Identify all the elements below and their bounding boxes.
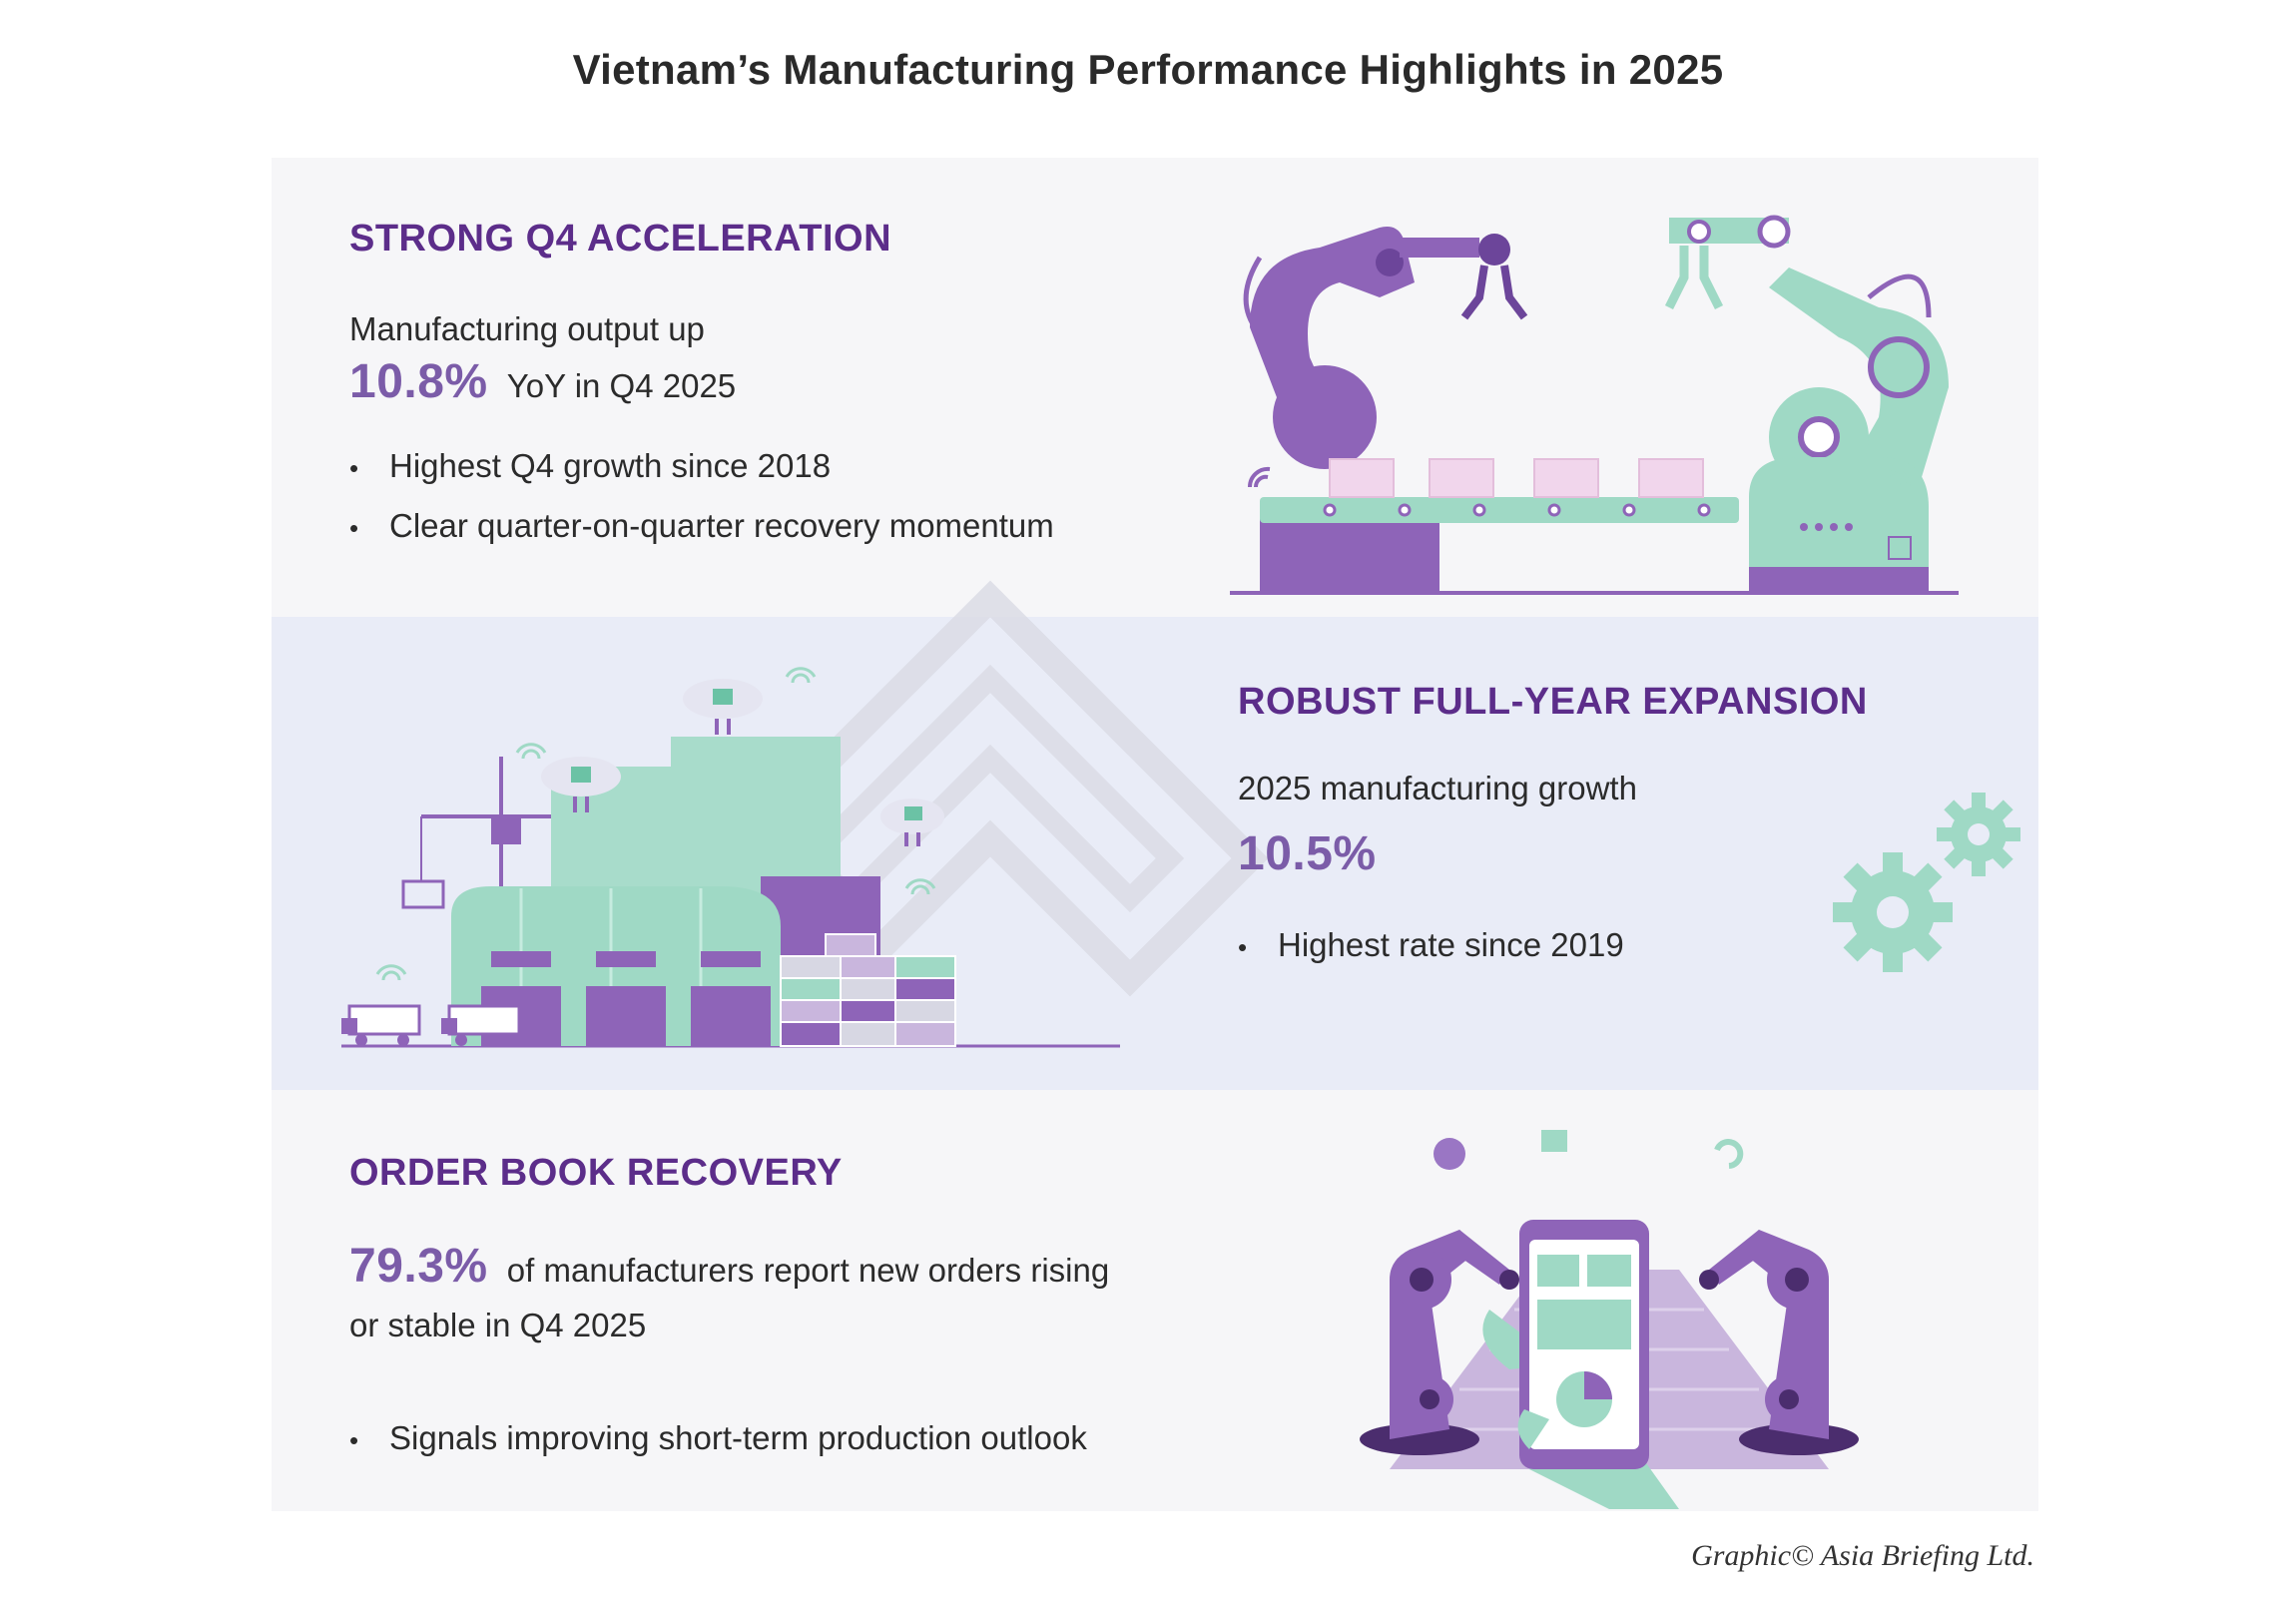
key-figure: 10.5%: [1238, 827, 1377, 880]
page-title: Vietnam’s Manufacturing Performance High…: [572, 46, 1724, 93]
section-lead: Manufacturing output up: [349, 310, 705, 347]
bullet-item: • Highest Q4 growth since 2018: [349, 447, 832, 484]
bullet-text: Highest rate since 2019: [1278, 926, 1624, 963]
bullet-item: • Signals improving short-term production…: [349, 1419, 1087, 1456]
figure-suffix-line2: or stable in Q4 2025: [349, 1307, 647, 1343]
figure-suffix: of manufacturers report new orders risin…: [506, 1252, 1110, 1289]
key-figure: 10.8%: [349, 355, 488, 408]
bullet-text: Clear quarter-on-quarter recovery moment…: [389, 507, 1054, 544]
smartphone-robot-arms-icon: [1360, 1130, 1859, 1509]
section-order-book-recovery: ORDER BOOK RECOVERY 79.3% of manufacture…: [272, 1090, 2038, 1511]
figure-line: 79.3% of manufacturers report new orders…: [349, 1238, 1109, 1296]
key-figure: 79.3%: [349, 1240, 488, 1293]
bullet-text: Signals improving short-term production …: [389, 1419, 1087, 1456]
section-full-year-expansion: ROBUST FULL-YEAR EXPANSION 2025 manufact…: [272, 580, 2038, 1090]
section-heading: ROBUST FULL-YEAR EXPANSION: [1238, 681, 1868, 723]
figure-line: 10.8% YoY in Q4 2025: [349, 353, 736, 411]
bullet-item: • Clear quarter-on-quarter recovery momen…: [349, 507, 1054, 544]
bullet-text: Highest Q4 growth since 2018: [389, 447, 832, 484]
figure-suffix: YoY in Q4 2025: [506, 367, 737, 404]
section-lead: 2025 manufacturing growth: [1238, 770, 1637, 806]
gears-icon: [1833, 793, 2020, 972]
factory-warehouse-icon: [341, 667, 1120, 1048]
section-heading: STRONG Q4 ACCELERATION: [349, 218, 892, 260]
robot-arms-conveyor-icon: [1230, 215, 1959, 595]
credit-text: Graphic© Asia Briefing Ltd.: [1691, 1539, 2034, 1572]
section-heading: ORDER BOOK RECOVERY: [349, 1152, 843, 1194]
section-q4-acceleration: STRONG Q4 ACCELERATION Manufacturing out…: [272, 158, 2038, 617]
bullet-item: • Highest rate since 2019: [1238, 926, 1624, 963]
